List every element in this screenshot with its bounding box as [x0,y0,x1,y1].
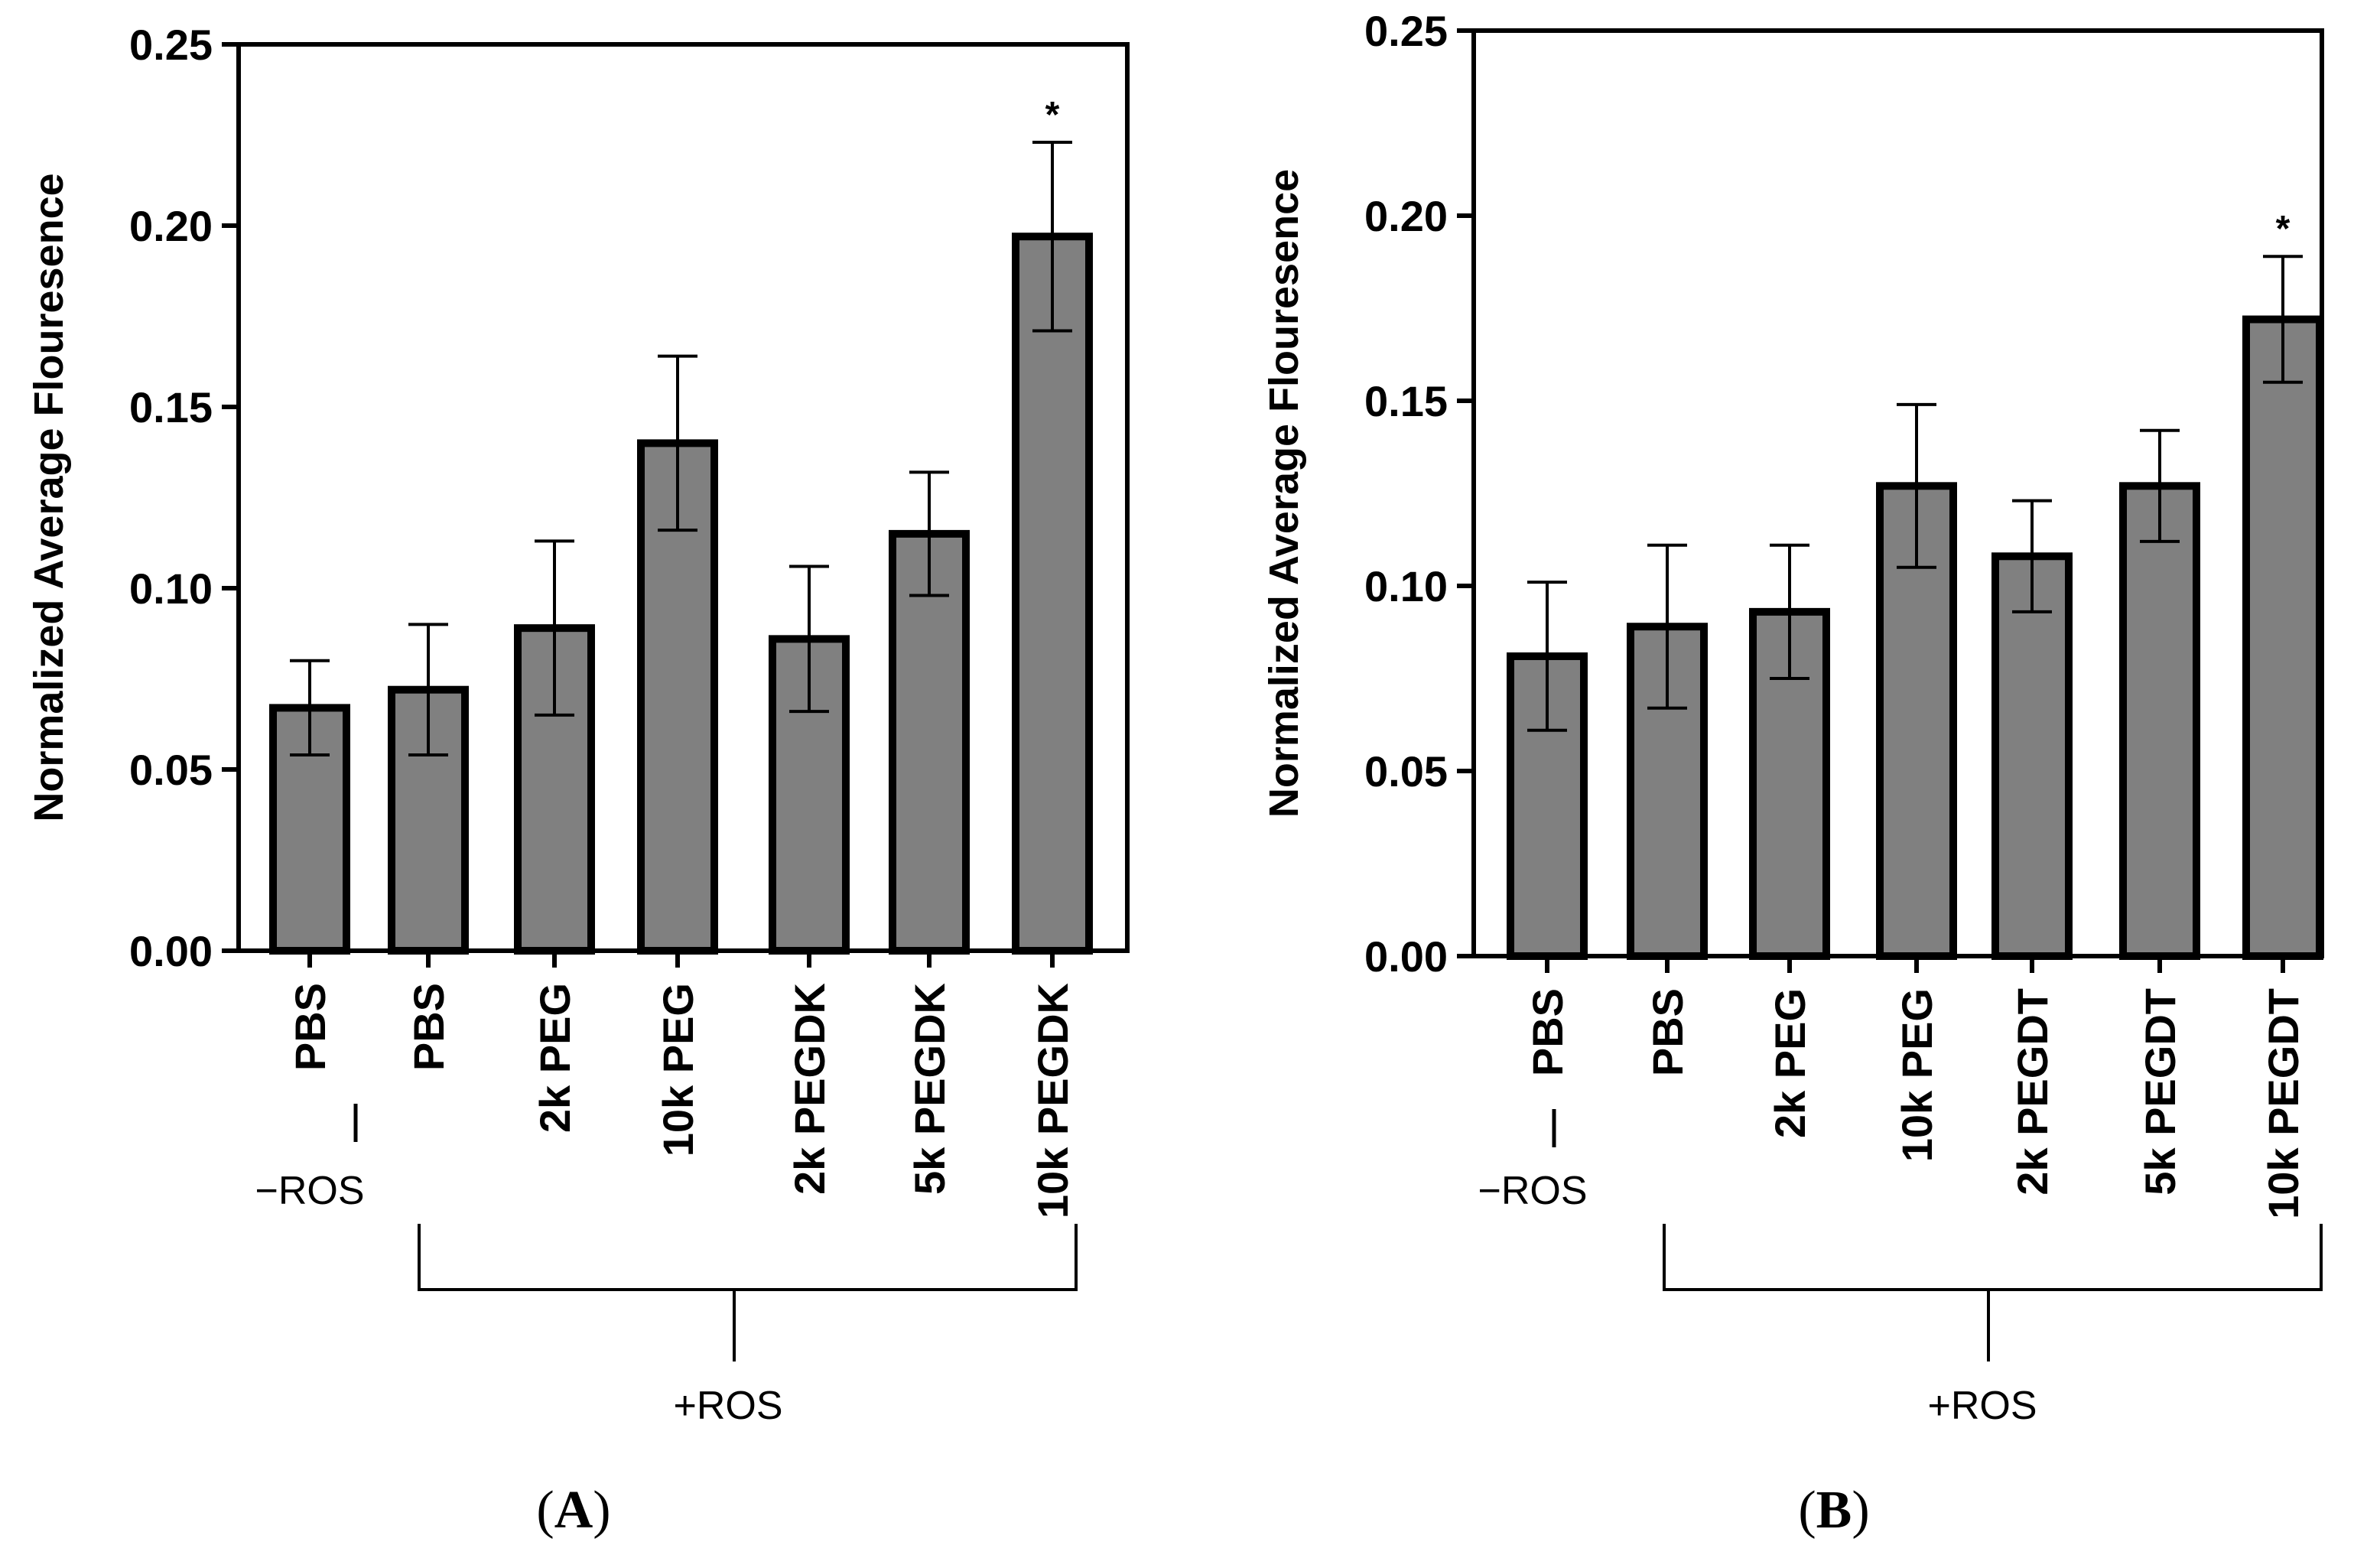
y-tick-label: 0.05 [129,746,213,794]
x-tick-label: 5k PEGDK [906,983,954,1195]
bar [889,529,970,955]
x-tick-label: 10k PEG [1893,988,1941,1162]
plus-ros-label: +ROS [1927,1384,2037,1428]
bar [1991,552,2073,960]
y-tick-label: 0.25 [129,21,213,69]
y-tick-label: 0.20 [1364,192,1448,240]
y-tick-label: 0.00 [1364,932,1448,981]
x-tick-label: 10k PEG [654,983,702,1156]
bar [2242,315,2323,960]
y-tick-label: 0.00 [129,927,213,975]
x-tick-label: 2k PEGDK [785,983,834,1195]
panel-label-letter: B [1816,1481,1852,1540]
y-tick-label: 0.20 [129,202,213,250]
y-tick-label: 0.10 [1364,562,1448,610]
y-tick-label: 0.05 [1364,747,1448,795]
x-tick-label: PBS [405,983,453,1071]
chart-panel-b: 0.00 0.05 0.10 0.15 0.20 0.25 Normalized Avera… [1261,7,2324,1540]
x-tick-label: 10k PEGDK [1029,983,1077,1218]
bar [1749,607,1830,960]
y-tick-label: 0.15 [1364,377,1448,425]
x-tick-label: 2k PEG [531,983,579,1133]
panel-label-open: ( [536,1481,554,1540]
significance-marker: * [1045,95,1060,135]
bar [2119,482,2200,960]
plus-ros-bracket [1663,1224,2323,1291]
panel-label-close: ) [1852,1481,1869,1540]
minus-ros-label: −ROS [1478,1169,1587,1213]
x-tick-label: 2k PEG [1766,988,1814,1138]
x-tick-label: 10k PEGDT [2259,988,2307,1219]
y-axis-title: Normalized Average Flouresence [26,173,72,821]
x-tick-label: 5k PEGDT [2136,988,2184,1196]
x-tick-label: PBS [286,983,334,1071]
x-tick-label: PBS [1523,988,1572,1076]
plus-ros-label: +ROS [673,1384,782,1428]
x-tick-label: 2k PEGDT [2008,988,2056,1196]
x-tick-label: PBS [1644,988,1692,1076]
bar [1012,233,1093,955]
panel-label-close: ) [593,1481,610,1540]
panel-label: (B) [1798,1481,1869,1540]
y-axis-title: Normalized Average Flouresence [1261,169,1307,818]
y-tick-label: 0.25 [1364,7,1448,55]
y-tick-label: 0.15 [129,383,213,431]
panel-label-letter: A [554,1481,593,1540]
plus-ros-bracket [418,1224,1078,1291]
y-tick-label: 0.10 [129,564,213,613]
panel-label: (A) [536,1481,610,1540]
minus-ros-label: −ROS [255,1169,364,1213]
significance-marker: * [2276,209,2291,249]
panel-label-open: ( [1798,1481,1816,1540]
chart-panel-a: 0.00 0.05 0.10 0.15 0.20 0.25 Normalized Avera… [26,21,1130,1540]
